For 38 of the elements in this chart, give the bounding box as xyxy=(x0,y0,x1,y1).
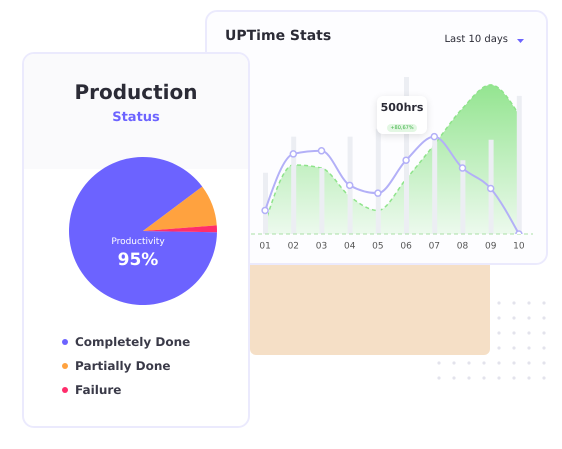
bar xyxy=(376,128,381,234)
bar xyxy=(348,136,353,234)
bar xyxy=(291,136,296,234)
point xyxy=(261,206,269,214)
x-tick-label: 01 xyxy=(259,241,271,252)
x-tick-label: 07 xyxy=(428,241,440,252)
x-tick-label: 08 xyxy=(456,241,468,252)
legend-label: Failure xyxy=(74,382,122,399)
legend-label: Partially Done xyxy=(74,358,172,375)
point xyxy=(318,147,326,155)
pie-slice xyxy=(143,186,217,231)
chart-title: Production xyxy=(73,80,199,104)
pie-slice xyxy=(143,225,217,232)
x-tick-label: 09 xyxy=(484,241,497,252)
point xyxy=(486,184,494,192)
legend-label: Completely Done xyxy=(74,334,190,351)
bar xyxy=(488,140,494,234)
pie-slice xyxy=(69,157,217,305)
text: Productivity xyxy=(110,236,166,249)
x-tick-label: 06 xyxy=(400,241,412,252)
x-tick-label: 02 xyxy=(288,241,300,252)
point xyxy=(402,156,410,164)
x-tick-label: 05 xyxy=(372,241,384,252)
x-tick-label: 04 xyxy=(344,241,356,252)
point xyxy=(430,132,438,140)
annotation: 500hrs xyxy=(380,101,424,114)
point xyxy=(458,164,466,172)
x-tick-label: 10 xyxy=(513,241,525,252)
chart-subtitle: Status xyxy=(111,110,161,125)
bar xyxy=(319,168,324,234)
point xyxy=(346,182,354,190)
point xyxy=(374,189,382,197)
x-tick-label: 03 xyxy=(316,241,328,252)
chart-title: UPTime Stats xyxy=(225,28,332,44)
text: 95% xyxy=(116,249,160,271)
point xyxy=(290,150,298,158)
bar xyxy=(460,160,466,234)
text: Last 10 days xyxy=(444,34,508,45)
